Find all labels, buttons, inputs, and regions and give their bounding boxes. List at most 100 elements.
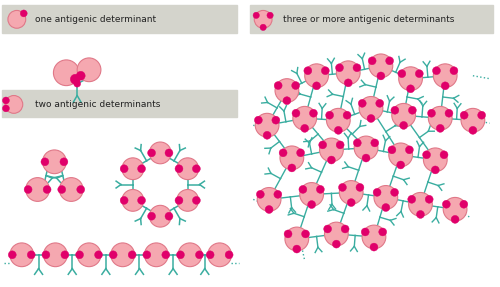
Circle shape <box>177 158 199 180</box>
Circle shape <box>77 58 101 82</box>
Circle shape <box>428 109 436 117</box>
Circle shape <box>70 74 80 84</box>
Circle shape <box>376 99 384 107</box>
Circle shape <box>304 64 328 88</box>
Circle shape <box>61 251 69 259</box>
Circle shape <box>267 12 274 18</box>
Circle shape <box>175 196 183 204</box>
Circle shape <box>389 143 412 167</box>
Circle shape <box>10 243 34 267</box>
Circle shape <box>461 108 485 132</box>
Circle shape <box>257 187 281 211</box>
Circle shape <box>76 251 84 259</box>
Circle shape <box>347 199 355 207</box>
Circle shape <box>422 151 430 159</box>
Circle shape <box>408 193 432 216</box>
Circle shape <box>358 99 366 107</box>
Circle shape <box>440 151 448 159</box>
Circle shape <box>254 116 262 124</box>
Circle shape <box>206 251 214 259</box>
Circle shape <box>356 183 364 191</box>
Circle shape <box>42 251 50 259</box>
Circle shape <box>76 71 85 80</box>
Circle shape <box>94 251 102 259</box>
Circle shape <box>391 106 399 114</box>
Circle shape <box>296 149 304 157</box>
Circle shape <box>398 67 422 91</box>
Circle shape <box>28 251 35 259</box>
Circle shape <box>225 251 233 259</box>
Circle shape <box>368 57 376 65</box>
Circle shape <box>122 158 144 180</box>
Circle shape <box>292 82 300 90</box>
Circle shape <box>441 82 449 90</box>
Circle shape <box>302 230 310 238</box>
Circle shape <box>406 146 413 154</box>
Circle shape <box>340 181 363 204</box>
Circle shape <box>408 195 416 203</box>
Circle shape <box>176 251 184 259</box>
Circle shape <box>143 251 151 259</box>
Circle shape <box>442 200 450 208</box>
Circle shape <box>279 149 287 157</box>
Circle shape <box>416 70 424 77</box>
Circle shape <box>460 111 468 119</box>
Circle shape <box>445 109 453 117</box>
Circle shape <box>292 109 300 117</box>
Circle shape <box>354 139 362 147</box>
Circle shape <box>77 186 84 193</box>
Circle shape <box>255 113 279 137</box>
Circle shape <box>300 183 324 206</box>
Circle shape <box>374 186 398 209</box>
Circle shape <box>148 212 156 220</box>
Circle shape <box>196 251 203 259</box>
Circle shape <box>320 138 344 162</box>
Circle shape <box>334 126 342 134</box>
Bar <box>2 5 238 33</box>
Circle shape <box>386 57 394 65</box>
Circle shape <box>344 79 352 87</box>
Circle shape <box>162 251 170 259</box>
Circle shape <box>324 225 332 233</box>
Circle shape <box>192 165 200 173</box>
Circle shape <box>432 67 440 75</box>
Circle shape <box>406 85 414 93</box>
Circle shape <box>371 139 378 147</box>
Circle shape <box>41 158 49 166</box>
Circle shape <box>54 60 79 86</box>
Circle shape <box>260 24 266 30</box>
Circle shape <box>328 156 336 164</box>
Circle shape <box>283 97 291 105</box>
Circle shape <box>460 200 468 208</box>
Circle shape <box>398 70 406 77</box>
Circle shape <box>353 64 361 72</box>
Circle shape <box>43 186 51 193</box>
Circle shape <box>178 243 202 267</box>
Circle shape <box>2 97 10 104</box>
Circle shape <box>326 111 334 119</box>
Circle shape <box>275 79 299 102</box>
Circle shape <box>58 186 66 193</box>
Circle shape <box>285 227 308 251</box>
Circle shape <box>312 82 320 90</box>
Circle shape <box>128 251 136 259</box>
Circle shape <box>338 183 346 191</box>
Circle shape <box>254 10 272 28</box>
Circle shape <box>8 10 25 28</box>
Circle shape <box>332 240 340 248</box>
Circle shape <box>322 67 330 75</box>
Circle shape <box>451 216 459 223</box>
Circle shape <box>8 251 16 259</box>
Circle shape <box>425 195 433 203</box>
Circle shape <box>192 196 200 204</box>
Circle shape <box>175 165 183 173</box>
Circle shape <box>343 111 351 119</box>
Circle shape <box>370 243 378 251</box>
Circle shape <box>144 243 168 267</box>
Circle shape <box>428 106 452 130</box>
Circle shape <box>359 96 383 120</box>
Circle shape <box>138 196 145 204</box>
Circle shape <box>369 54 393 78</box>
Circle shape <box>432 166 440 174</box>
Circle shape <box>280 146 303 170</box>
